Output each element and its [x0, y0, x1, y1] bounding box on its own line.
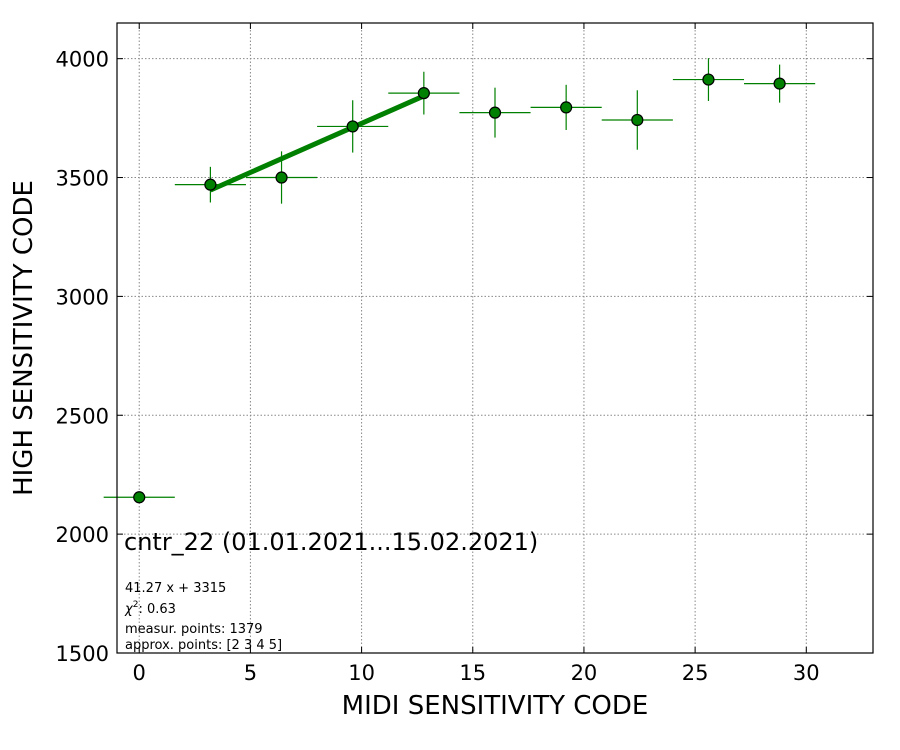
chi-square-annotation: χ2: 0.63: [124, 600, 176, 617]
y-tick-label: 3500: [56, 167, 109, 191]
x-tick-label: 30: [793, 661, 820, 685]
tick-labels: 0 5 10 15 20 25 30 1500 2000 2500 3000 3500 4000: [56, 48, 820, 685]
data-point: [417, 87, 430, 100]
data-point: [204, 178, 217, 191]
approx-points-annotation: approx. points: [2 3 4 5]: [125, 638, 282, 653]
y-tick-label: 1500: [56, 642, 109, 666]
x-axis-title: MIDI SENSITIVITY CODE: [342, 691, 649, 721]
data-point: [631, 113, 644, 127]
x-tick-label: 10: [348, 661, 375, 685]
data-points: [133, 73, 786, 504]
data-point: [702, 73, 715, 86]
error-bars: [103, 58, 816, 498]
y-tick-label: 2500: [56, 404, 109, 428]
data-point: [773, 77, 786, 90]
x-tick-label: 15: [459, 661, 486, 685]
data-point: [346, 120, 359, 133]
plot-frame: [116, 22, 874, 654]
x-tick-label: 20: [571, 661, 598, 685]
fit-line-group: [209, 93, 425, 193]
y-tick-label: 3000: [56, 285, 109, 309]
y-tick-label: 4000: [56, 48, 109, 72]
x-tick-label: 25: [682, 661, 709, 685]
series-title-annotation: cntr_22 (01.01.2021...15.02.2021): [124, 528, 538, 556]
measur-points-annotation: measur. points: 1379: [125, 622, 263, 637]
fit-equation-annotation: 41.27 x + 3315: [125, 581, 226, 596]
data-point: [488, 106, 502, 119]
chi-value: : 0.63: [138, 602, 175, 617]
chi-symbol: χ: [124, 602, 134, 617]
x-tick-label: 0: [133, 661, 146, 685]
data-point: [133, 491, 146, 504]
y-tick-label: 2000: [56, 523, 109, 547]
data-point: [275, 171, 288, 184]
y-axis-title: HIGH SENSITIVITY CODE: [9, 180, 39, 496]
fit-line: [209, 93, 425, 193]
chi-power: 2: [133, 600, 139, 610]
x-tick-label: 5: [244, 661, 257, 685]
data-point: [560, 101, 573, 114]
